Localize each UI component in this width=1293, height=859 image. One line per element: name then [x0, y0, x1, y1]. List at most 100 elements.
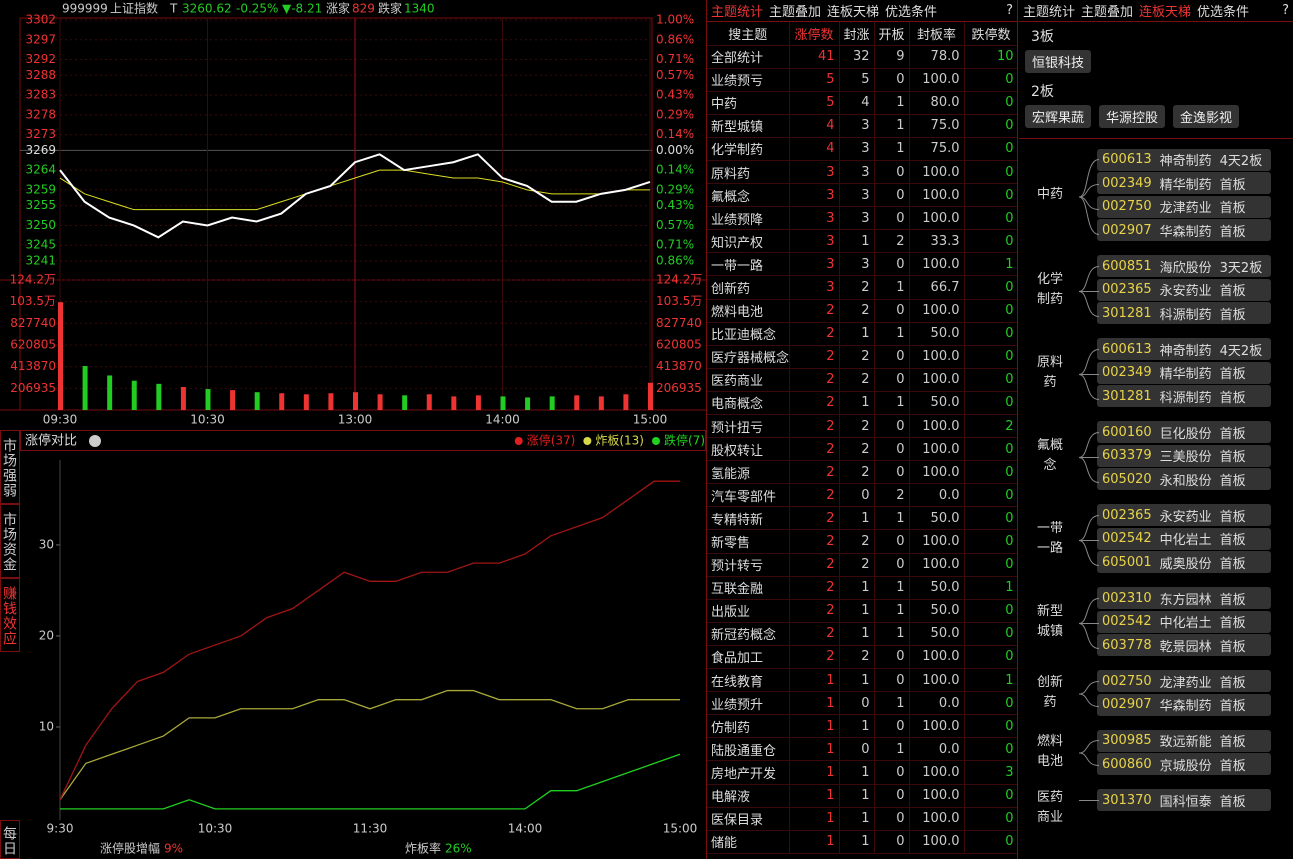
- theme-row[interactable]: 在线教育 1 1 0 100.0 1: [707, 668, 1017, 693]
- column-header[interactable]: 搜主题: [707, 22, 790, 46]
- theme-row[interactable]: 储能 1 1 0 100.0 0: [707, 830, 1017, 854]
- theme-row[interactable]: 化学制药 4 3 1 75.0 0: [707, 137, 1017, 161]
- stock-row[interactable]: 002750 龙津药业 首板: [1097, 195, 1271, 218]
- theme-row[interactable]: 业绩预降 3 3 0 100.0 0: [707, 206, 1017, 231]
- theme-row[interactable]: 业绩预亏 5 5 0 100.0 0: [707, 68, 1017, 92]
- theme-row[interactable]: 中药 5 4 1 80.0 0: [707, 91, 1017, 115]
- tab[interactable]: 市场资金: [0, 504, 20, 578]
- theme-row[interactable]: 食品加工 2 2 0 100.0 0: [707, 645, 1017, 670]
- theme-row[interactable]: 医保目录 1 1 0 100.0 0: [707, 807, 1017, 831]
- tab[interactable]: ?: [1006, 3, 1013, 18]
- volume-tick-label: 103.5万: [10, 294, 56, 308]
- stock-row[interactable]: 600851 海欣股份 3天2板: [1097, 255, 1271, 277]
- theme-name: 专精特新: [707, 506, 790, 531]
- theme-row[interactable]: 电解液 1 1 0 100.0 0: [707, 784, 1017, 808]
- stock-row[interactable]: 301370 国科恒泰 首板: [1097, 789, 1271, 811]
- column-header[interactable]: 跌停数: [964, 22, 1017, 46]
- cell: 50.0: [909, 576, 965, 600]
- stock-row[interactable]: 002750 龙津药业 首板: [1097, 670, 1271, 692]
- theme-row[interactable]: 股权转让 2 2 0 100.0 0: [707, 437, 1017, 462]
- column-header[interactable]: 封涨: [839, 22, 875, 46]
- stock-code: 600613: [1102, 152, 1152, 167]
- stock-row[interactable]: 002907 华森制药 首板: [1097, 693, 1271, 716]
- stock-row[interactable]: 603379 三美股份 首板: [1097, 444, 1271, 467]
- theme-row[interactable]: 原料药 3 3 0 100.0 0: [707, 160, 1017, 185]
- stock-code: 605020: [1102, 471, 1152, 487]
- theme-row[interactable]: 燃料电池 2 2 0 100.0 0: [707, 299, 1017, 323]
- pct-tick-label: 1.00%: [656, 13, 694, 27]
- theme-row[interactable]: 互联金融 2 1 1 50.0 1: [707, 576, 1017, 600]
- tab[interactable]: 市场强弱: [0, 430, 20, 504]
- theme-row[interactable]: 医疗器械概念 2 2 0 100.0 0: [707, 345, 1017, 369]
- theme-row[interactable]: 一带一路 3 3 0 100.0 1: [707, 252, 1017, 277]
- stock-row[interactable]: 002542 中化岩土 首板: [1097, 527, 1271, 550]
- theme-row[interactable]: 氢能源 2 2 0 100.0 0: [707, 460, 1017, 485]
- tab[interactable]: 优选条件: [1197, 5, 1250, 20]
- cell: 0: [964, 784, 1017, 808]
- theme-row[interactable]: 电商概念 2 1 1 50.0 0: [707, 391, 1017, 416]
- column-header[interactable]: 涨停数: [789, 22, 840, 46]
- theme-row[interactable]: 比亚迪概念 2 1 1 50.0 0: [707, 322, 1017, 346]
- stock-row[interactable]: 600613 神奇制药 4天2板: [1097, 148, 1271, 171]
- tab[interactable]: 主题统计: [711, 5, 764, 20]
- theme-row[interactable]: 业绩预升 1 0 1 0.0 0: [707, 691, 1017, 716]
- tab[interactable]: 连板天梯: [1139, 5, 1192, 20]
- connector-line: [1079, 539, 1099, 566]
- stock-chip[interactable]: 宏辉果蔬: [1025, 105, 1092, 128]
- tab[interactable]: 主题叠加: [1081, 5, 1134, 20]
- theme-row[interactable]: 创新药 3 2 1 66.7 0: [707, 275, 1017, 300]
- cell: 100.0: [909, 807, 965, 831]
- cell: 3: [789, 160, 840, 185]
- cell: 78.0: [909, 45, 965, 69]
- stock-row[interactable]: 002907 华森制药 首板: [1097, 219, 1271, 241]
- cell: 2: [839, 529, 875, 554]
- stock-row[interactable]: 605020 永和股份 首板: [1097, 468, 1271, 490]
- stock-chip[interactable]: 金逸影视: [1173, 105, 1240, 128]
- tab[interactable]: 每日: [0, 820, 20, 859]
- theme-row[interactable]: 预计扭亏 2 2 0 100.0 2: [707, 414, 1017, 439]
- index-code: 999999: [62, 2, 108, 16]
- stock-row[interactable]: 300985 致远新能 首板: [1097, 729, 1271, 752]
- column-header[interactable]: 开板: [874, 22, 910, 46]
- stock-row[interactable]: 605001 威奥股份 首板: [1097, 551, 1271, 573]
- tab[interactable]: 赚钱效应: [0, 578, 20, 652]
- stock-chip[interactable]: 恒银科技: [1025, 50, 1092, 73]
- theme-row[interactable]: 陆股通重仓 1 0 1 0.0 0: [707, 737, 1017, 762]
- theme-row[interactable]: 预计转亏 2 2 0 100.0 0: [707, 553, 1017, 577]
- theme-name: 医保目录: [707, 807, 790, 831]
- theme-row[interactable]: 专精特新 2 1 1 50.0 0: [707, 506, 1017, 531]
- theme-row[interactable]: 新型城镇 4 3 1 75.0 0: [707, 114, 1017, 138]
- theme-row[interactable]: 医药商业 2 2 0 100.0 0: [707, 368, 1017, 392]
- stock-row[interactable]: 600860 京城股份 首板: [1097, 753, 1271, 775]
- stock-row[interactable]: 002542 中化岩土 首板: [1097, 610, 1271, 633]
- column-header[interactable]: 封板率: [909, 22, 965, 46]
- theme-row[interactable]: 出版业 2 1 1 50.0 0: [707, 599, 1017, 623]
- stock-row[interactable]: 600613 神奇制药 4天2板: [1097, 338, 1271, 360]
- stock-row[interactable]: 002365 永安药业 首板: [1097, 504, 1271, 526]
- stock-code: 002750: [1102, 199, 1152, 214]
- tab[interactable]: 连板天梯: [827, 5, 880, 20]
- theme-row[interactable]: 新零售 2 2 0 100.0 0: [707, 529, 1017, 554]
- theme-row[interactable]: 氟概念 3 3 0 100.0 0: [707, 183, 1017, 208]
- theme-row[interactable]: 汽车零部件 2 0 2 0.0 0: [707, 483, 1017, 508]
- tab[interactable]: ?: [1282, 3, 1289, 18]
- stock-row[interactable]: 002365 永安药业 首板: [1097, 278, 1271, 301]
- theme-row[interactable]: 全部统计 41 32 9 78.0 10: [707, 45, 1017, 69]
- info-icon[interactable]: [89, 435, 101, 447]
- theme-row[interactable]: 仿制药 1 1 0 100.0 0: [707, 714, 1017, 739]
- theme-row[interactable]: 房地产开发 1 1 0 100.0 3: [707, 760, 1017, 785]
- stock-row[interactable]: 301281 科源制药 首板: [1097, 302, 1271, 324]
- tab[interactable]: 主题统计: [1023, 5, 1076, 20]
- stock-row[interactable]: 002310 东方园林 首板: [1097, 587, 1271, 609]
- stock-row[interactable]: 301281 科源制药 首板: [1097, 385, 1271, 407]
- cell: 1: [839, 784, 875, 808]
- tab[interactable]: 主题叠加: [769, 5, 822, 20]
- stock-row[interactable]: 002349 精华制药 首板: [1097, 361, 1271, 384]
- theme-row[interactable]: 新冠药概念 2 1 1 50.0 0: [707, 622, 1017, 646]
- stock-chip[interactable]: 华源控股: [1099, 105, 1166, 128]
- stock-row[interactable]: 600160 巨化股份 首板: [1097, 421, 1271, 443]
- stock-row[interactable]: 603778 乾景园林 首板: [1097, 634, 1271, 656]
- stock-row[interactable]: 002349 精华制药 首板: [1097, 172, 1271, 194]
- theme-row[interactable]: 知识产权 3 1 2 33.3 0: [707, 229, 1017, 254]
- tab[interactable]: 优选条件: [885, 5, 938, 20]
